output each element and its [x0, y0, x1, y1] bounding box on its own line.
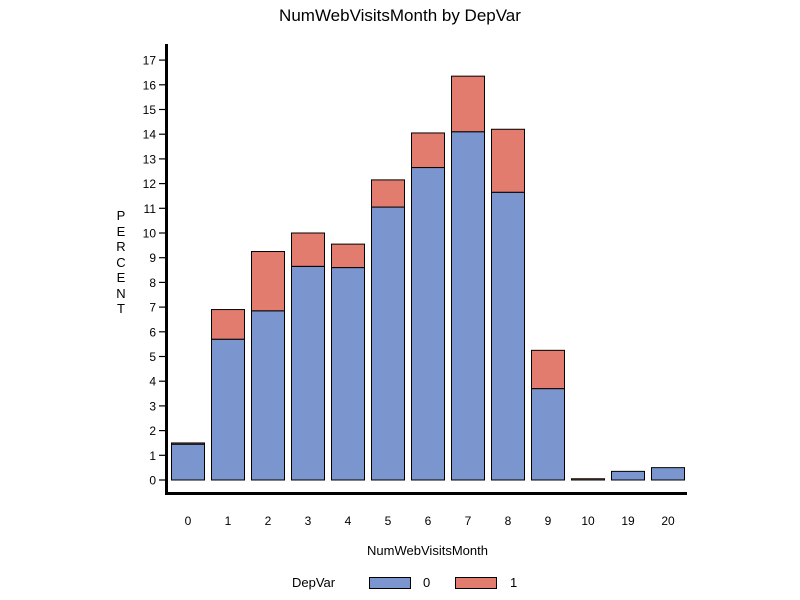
x-axis-label: NumWebVisitsMonth — [367, 543, 488, 558]
legend-swatch-1 — [455, 577, 497, 589]
legend-swatch-0 — [369, 577, 411, 589]
y-tick-label-16: 16 — [143, 78, 157, 92]
bar-9-series-0 — [531, 388, 565, 481]
x-tick-label-10: 10 — [581, 514, 595, 528]
bar-3-series-0 — [291, 265, 325, 481]
y-tick-label-11: 11 — [144, 202, 157, 216]
bar-1-series-0 — [211, 338, 245, 481]
y-tick-label-7: 7 — [149, 301, 156, 315]
bar-8-series-1 — [491, 128, 525, 193]
bar-1-series-1 — [211, 309, 245, 340]
x-tick-label-1: 1 — [225, 514, 232, 528]
x-tick-label-5: 5 — [385, 514, 392, 528]
chart-title: NumWebVisitsMonth by DepVar — [279, 6, 521, 25]
bar-8-series-0 — [491, 191, 525, 481]
x-tick-label-8: 8 — [505, 514, 512, 528]
y-tick-label-17: 17 — [143, 54, 157, 68]
y-axis-label-letter: R — [116, 239, 126, 254]
y-tick-label-15: 15 — [143, 103, 157, 117]
x-tick-label-9: 9 — [545, 514, 552, 528]
x-tick-label-2: 2 — [265, 514, 272, 528]
y-axis-label-letter: N — [116, 285, 126, 301]
bar-5-series-0 — [371, 206, 405, 481]
y-tick-label-6: 6 — [149, 325, 156, 339]
bar-0-series-1 — [171, 442, 205, 445]
y-axis-label-letter: E — [116, 270, 126, 285]
legend-title: DepVar — [292, 575, 336, 590]
y-axis-label-letter: P — [116, 208, 126, 223]
y-tick-label-0: 0 — [149, 474, 156, 488]
x-tick-label-6: 6 — [425, 514, 432, 528]
x-tick-label-7: 7 — [465, 514, 472, 528]
y-tick-label-4: 4 — [149, 375, 156, 389]
y-axis-label-letter: T — [117, 301, 125, 316]
y-axis-label-letter: C — [116, 254, 126, 270]
y-tick-label-10: 10 — [143, 227, 157, 241]
bar-2-series-0 — [251, 310, 285, 481]
y-tick-label-8: 8 — [149, 276, 156, 290]
x-tick-label-19: 19 — [621, 514, 635, 528]
legend-label-1: 1 — [510, 575, 518, 590]
bar-0-series-0 — [171, 443, 205, 481]
y-axis-label-letter: E — [116, 223, 126, 239]
y-tick-label-1: 1 — [149, 449, 156, 463]
y-tick-label-9: 9 — [149, 251, 156, 265]
y-tick-label-14: 14 — [143, 128, 157, 142]
legend-label-0: 0 — [423, 575, 431, 590]
x-tick-label-3: 3 — [305, 514, 312, 528]
y-tick-label-3: 3 — [149, 399, 156, 413]
y-tick-label-5: 5 — [149, 350, 156, 364]
bar-7-series-0 — [451, 131, 485, 481]
legend: DepVar 0 1 — [0, 575, 800, 591]
x-axis-ticks: 0 1 2 3 4 5 6 7 8 9 10 19 20 — [185, 514, 675, 528]
bar-4-series-0 — [331, 267, 365, 481]
y-tick-label-2: 2 — [149, 424, 156, 438]
bar-6-series-1 — [411, 132, 445, 169]
x-tick-label-0: 0 — [185, 514, 192, 528]
bar-2-series-1 — [251, 251, 285, 312]
bar-5-series-1 — [371, 179, 405, 208]
bars — [171, 75, 685, 481]
y-tick-label-12: 12 — [143, 177, 157, 191]
bar-19-series-0 — [611, 470, 645, 481]
bar-10-series-1 — [571, 478, 605, 481]
bar-20-series-0 — [651, 467, 685, 481]
y-tick-label-13: 13 — [143, 152, 157, 166]
bar-3-series-1 — [291, 232, 325, 267]
bar-6-series-0 — [411, 167, 445, 481]
x-tick-label-4: 4 — [345, 514, 352, 528]
bar-9-series-1 — [531, 349, 565, 390]
bar-7-series-1 — [451, 75, 485, 133]
x-tick-label-20: 20 — [661, 514, 675, 528]
bar-4-series-1 — [331, 243, 365, 269]
